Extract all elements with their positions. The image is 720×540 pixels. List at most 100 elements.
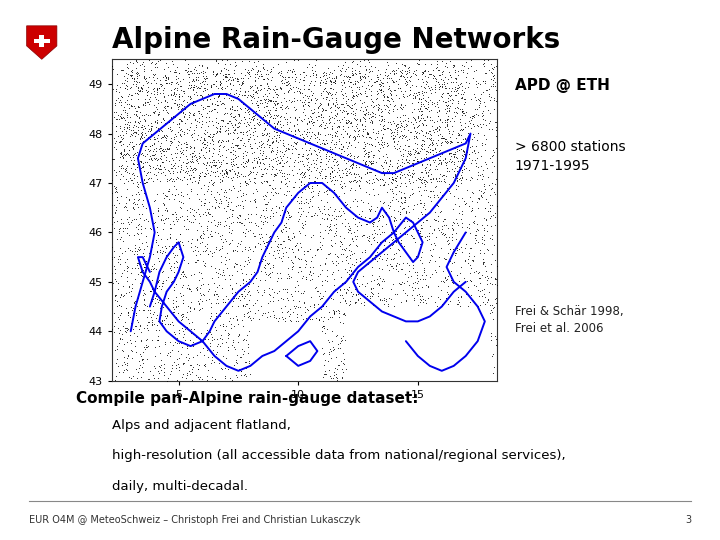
Point — [153, 110, 165, 118]
Point — [487, 145, 499, 154]
Point — [146, 276, 158, 285]
Point — [276, 147, 288, 156]
Point — [393, 260, 405, 268]
Point — [366, 179, 378, 187]
Point — [209, 178, 220, 186]
Point — [220, 76, 232, 85]
Point — [382, 61, 394, 70]
Point — [403, 150, 415, 158]
Point — [408, 159, 419, 167]
Point — [313, 205, 325, 213]
Point — [325, 104, 336, 112]
Point — [216, 98, 228, 107]
Point — [184, 144, 196, 152]
Point — [362, 81, 374, 90]
Point — [160, 244, 171, 252]
Point — [109, 187, 121, 196]
Point — [267, 97, 279, 106]
Point — [391, 139, 402, 148]
Point — [282, 214, 294, 223]
Point — [155, 215, 166, 224]
Point — [324, 76, 336, 85]
Point — [151, 174, 163, 183]
Point — [292, 96, 303, 104]
Point — [148, 138, 160, 147]
Point — [175, 148, 186, 157]
Point — [257, 112, 269, 121]
Point — [111, 70, 122, 79]
Point — [279, 112, 290, 121]
Point — [228, 69, 240, 78]
Point — [184, 161, 196, 170]
Point — [480, 116, 491, 124]
Point — [171, 217, 183, 226]
Point — [426, 134, 437, 143]
Point — [480, 134, 492, 143]
Point — [121, 124, 132, 132]
Point — [227, 296, 238, 305]
Point — [389, 222, 400, 231]
Point — [195, 100, 207, 109]
Point — [125, 102, 137, 110]
Point — [456, 284, 468, 293]
Point — [433, 111, 444, 120]
Point — [141, 90, 153, 99]
Point — [399, 193, 410, 202]
Point — [265, 233, 276, 242]
Point — [228, 157, 239, 165]
Point — [148, 145, 160, 153]
Point — [450, 75, 462, 83]
Point — [180, 152, 192, 161]
Point — [463, 117, 474, 126]
Point — [418, 140, 429, 149]
Point — [114, 149, 126, 158]
Point — [343, 102, 355, 111]
Point — [427, 156, 438, 164]
Point — [125, 70, 137, 79]
Point — [248, 114, 259, 123]
Point — [354, 66, 365, 75]
Point — [234, 239, 246, 248]
Point — [114, 131, 126, 139]
Point — [347, 196, 359, 205]
Point — [110, 203, 122, 212]
Point — [155, 366, 166, 375]
Point — [275, 84, 287, 93]
Point — [187, 168, 199, 177]
Point — [202, 169, 214, 178]
Point — [120, 328, 132, 336]
Point — [258, 160, 270, 168]
Point — [299, 76, 310, 84]
Point — [361, 148, 372, 157]
Point — [435, 177, 446, 186]
Point — [377, 78, 389, 87]
Point — [168, 219, 180, 228]
Point — [404, 146, 415, 155]
Point — [174, 82, 186, 91]
Point — [325, 294, 337, 302]
Point — [193, 68, 204, 77]
Point — [482, 173, 494, 181]
Point — [110, 187, 122, 195]
Point — [282, 208, 294, 217]
Point — [339, 265, 351, 273]
Point — [182, 167, 194, 176]
Point — [122, 64, 134, 72]
Point — [427, 173, 438, 182]
Point — [424, 86, 436, 94]
Point — [121, 157, 132, 166]
Point — [118, 358, 130, 367]
Point — [247, 115, 258, 124]
Point — [393, 279, 405, 287]
Point — [416, 140, 428, 149]
Point — [327, 157, 338, 165]
Point — [116, 134, 127, 143]
Point — [148, 135, 160, 144]
Point — [376, 141, 387, 150]
Point — [320, 150, 332, 159]
Point — [212, 70, 223, 79]
Point — [214, 312, 225, 321]
Point — [392, 126, 403, 134]
Point — [289, 103, 300, 112]
Point — [145, 294, 156, 303]
